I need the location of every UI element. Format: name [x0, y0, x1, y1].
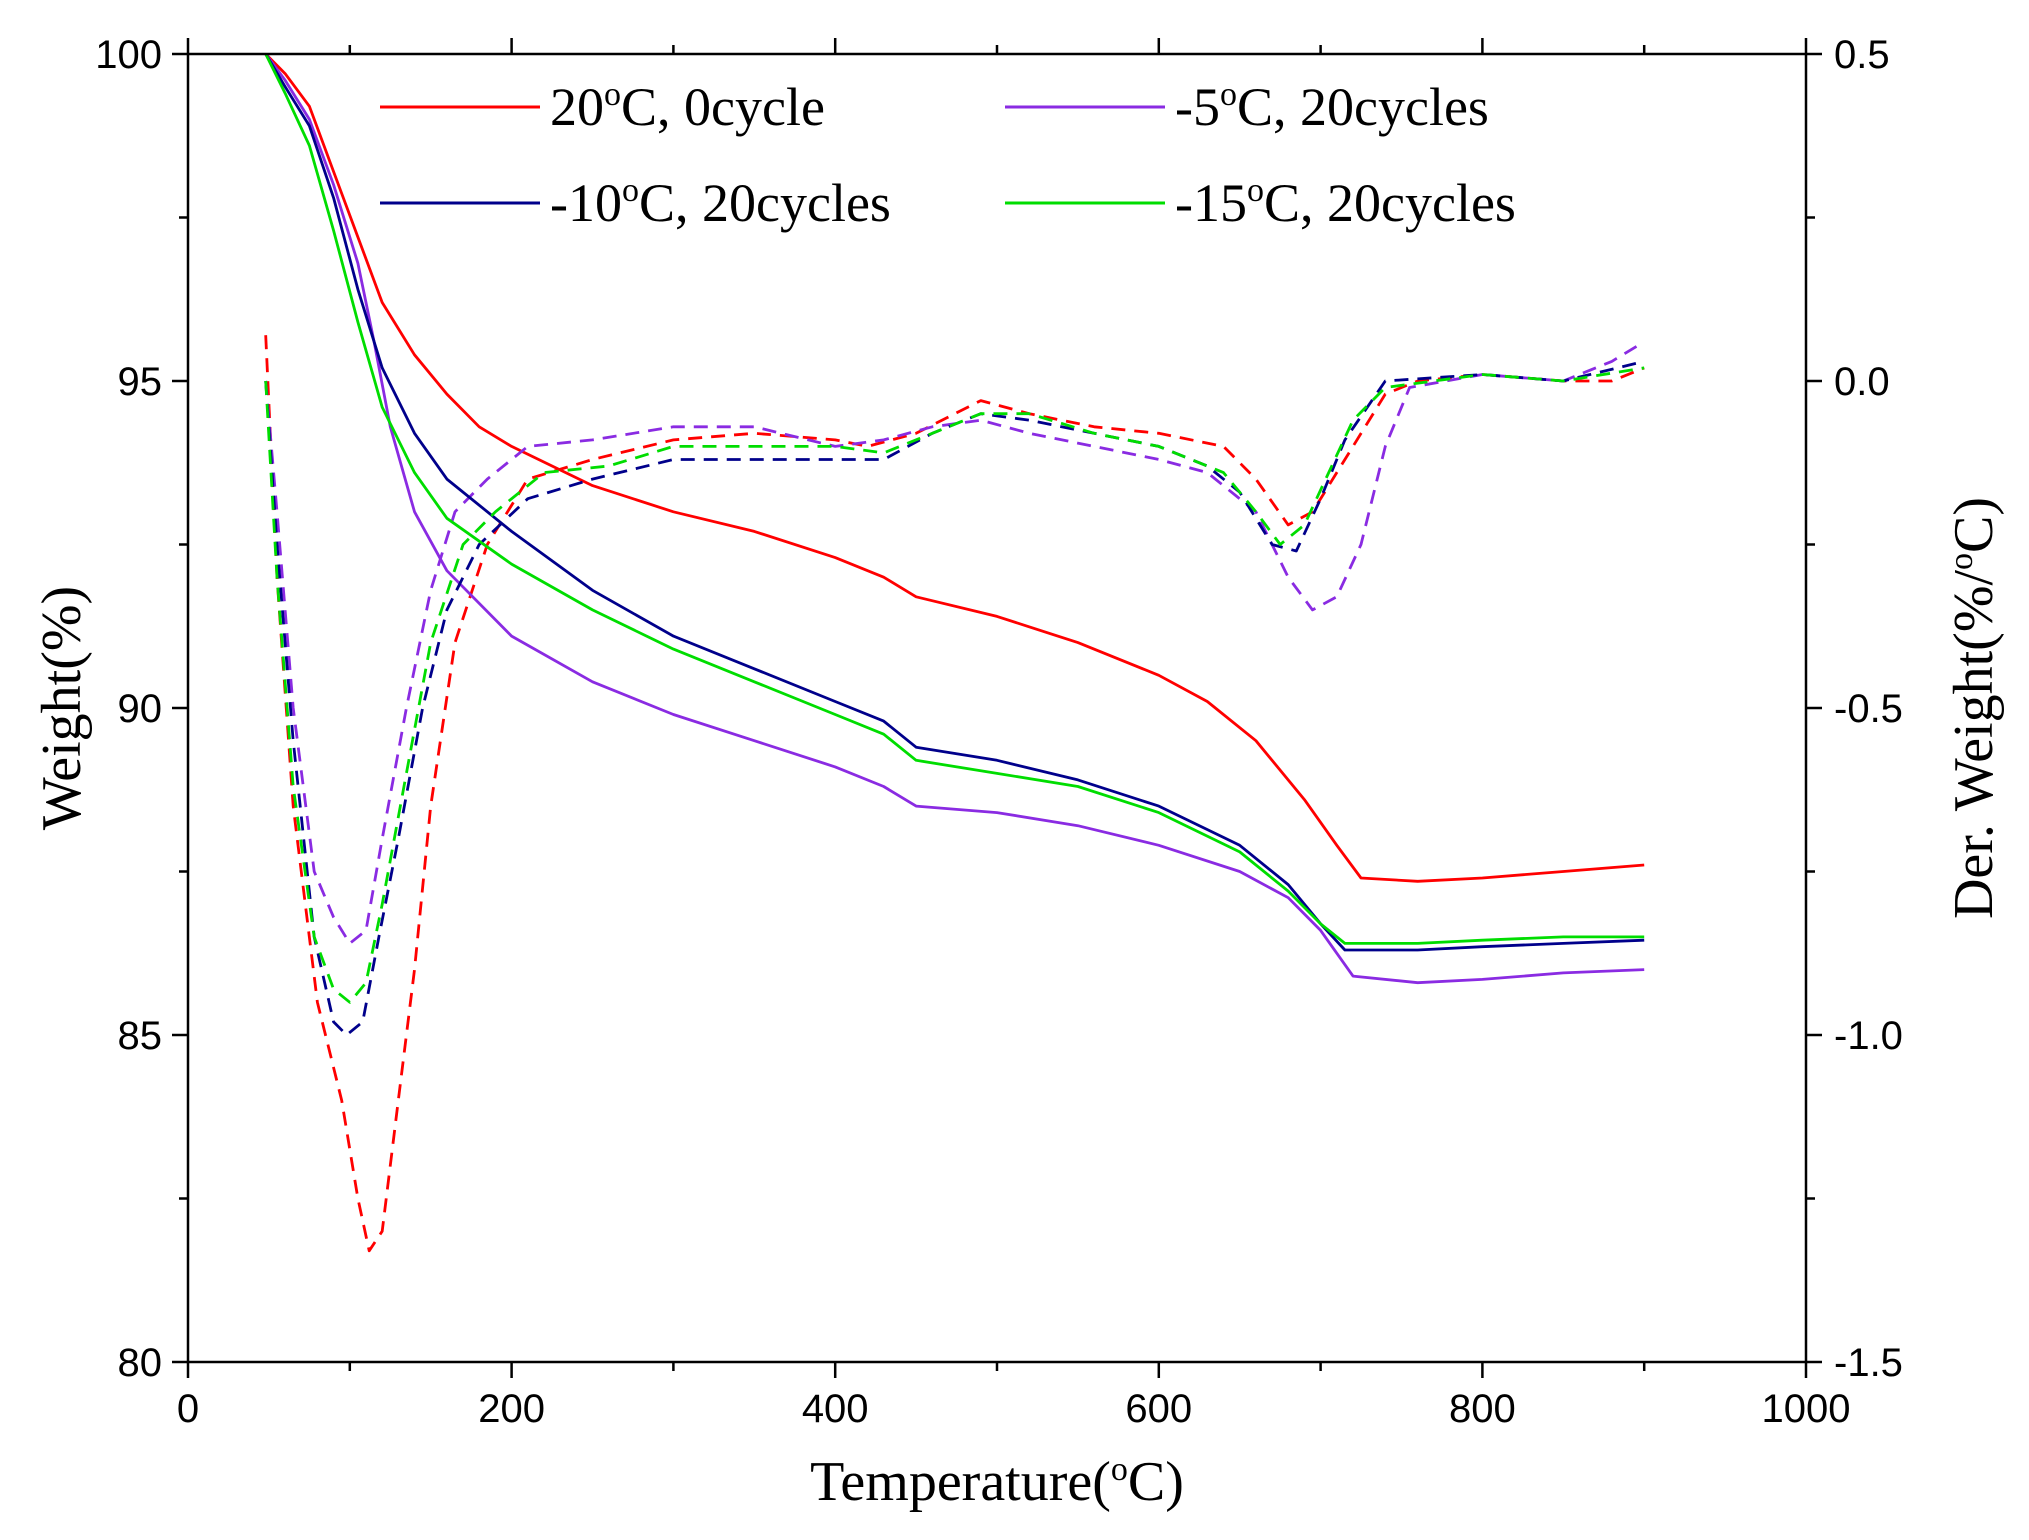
- y-tick-label: 95: [118, 360, 163, 404]
- x-tick-label: 200: [478, 1387, 545, 1431]
- legend-label-1: -5oC, 20cycles: [1175, 76, 1489, 137]
- x-axis-title: Temperature(oC): [810, 1451, 1184, 1513]
- y2-tick-label: -0.5: [1834, 687, 1903, 731]
- legend-label-3: -15oC, 20cycles: [1175, 172, 1516, 233]
- y2-tick-label: -1.5: [1834, 1341, 1903, 1385]
- derivative-curve-1: [264, 340, 1645, 945]
- legend: 20oC, 0cycle -5oC, 20cycles -10oC, 20cycle…: [380, 76, 1516, 233]
- derivative-curve-2: [264, 360, 1645, 1037]
- weight-curve-2: [264, 53, 1645, 952]
- y2-tick-label: -1.0: [1834, 1014, 1903, 1058]
- legend-label-0: 20oC, 0cycle: [550, 76, 825, 137]
- curves-layer: [264, 53, 1645, 1253]
- y-tick-label: 80: [118, 1341, 163, 1385]
- weight-curve-0: [264, 53, 1645, 883]
- y-tick-label: 85: [118, 1014, 163, 1058]
- derivative-curve-0: [264, 335, 1645, 1253]
- y2-tick-label: 0.0: [1834, 360, 1890, 404]
- weight-curve-1: [264, 53, 1645, 985]
- weight-curve-3: [264, 53, 1645, 945]
- y2-tick-label: 0.5: [1834, 33, 1890, 77]
- x-tick-label: 800: [1449, 1387, 1516, 1431]
- x-tick-label: 0: [177, 1387, 199, 1431]
- x-tick-label: 600: [1125, 1387, 1192, 1431]
- legend-label-2: -10oC, 20cycles: [550, 172, 891, 233]
- plot-frame: [186, 52, 1808, 1364]
- y-tick-label: 90: [118, 687, 163, 731]
- y-tick-label: 100: [95, 33, 162, 77]
- x-tick-label: 1000: [1762, 1387, 1851, 1431]
- derivative-curve-3: [264, 366, 1645, 1004]
- x-tick-label: 400: [802, 1387, 869, 1431]
- y2-axis-title: Der. Weight(%/oC): [1943, 497, 2005, 919]
- ticks-layer: 0 200 400 600 800 1000 80 85 90 95 100 -1.5 -1.0 -0.5…: [95, 33, 1903, 1431]
- y-axis-title: Weight(%): [31, 586, 93, 830]
